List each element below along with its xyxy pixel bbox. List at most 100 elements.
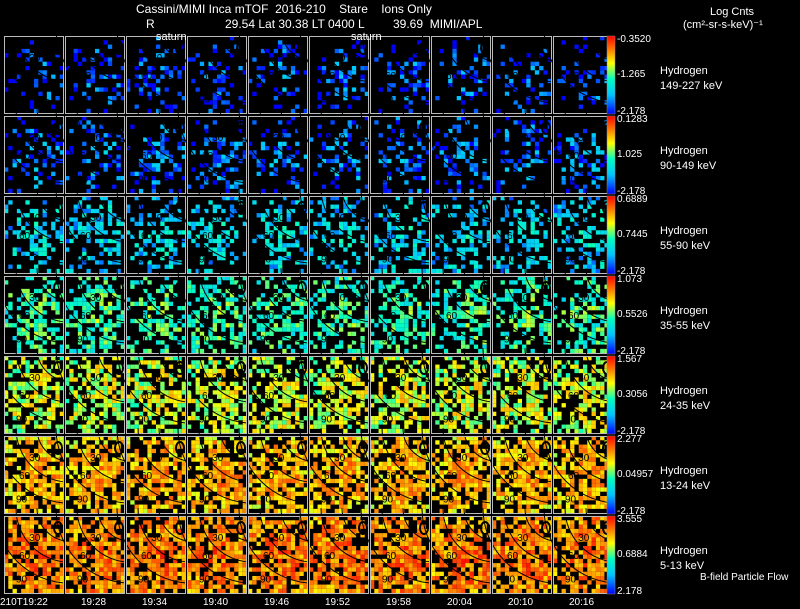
heatmap-cell (565, 70, 571, 75)
heatmap-cell (278, 238, 283, 244)
heatmap-cell (212, 288, 217, 294)
heatmap-cell (229, 196, 235, 201)
heatmap-cell (59, 83, 64, 88)
heatmap-cell (187, 57, 192, 62)
heatmap-cell (103, 407, 108, 412)
heatmap-cell (269, 390, 274, 395)
heatmap-cell (374, 344, 379, 349)
heatmap-cell (273, 323, 278, 328)
heatmap-cell (290, 288, 296, 294)
heatmap-cell (486, 200, 491, 205)
heatmap-cell (600, 260, 605, 265)
heatmap-cell (107, 74, 113, 79)
heatmap-cell (425, 238, 430, 244)
heatmap-cell (234, 381, 239, 386)
heatmap-cell (90, 301, 95, 306)
heatmap-cell (295, 141, 300, 146)
heatmap-cell (517, 340, 522, 345)
heatmap-cell (334, 276, 339, 281)
saturn-marker (175, 281, 185, 295)
heatmap-cell (55, 424, 60, 429)
heatmap-cell (160, 323, 165, 328)
heatmap-cell (134, 390, 139, 395)
heatmap-cell (46, 268, 52, 274)
heatmap-cell (99, 356, 104, 361)
heatmap-cell (181, 428, 186, 434)
heatmap-cell (116, 403, 121, 408)
heatmap-cell (443, 288, 449, 294)
heatmap-cell (212, 208, 217, 214)
heatmap-cell (574, 150, 579, 155)
heatmap-cell (217, 96, 222, 101)
saturn-marker (114, 41, 124, 55)
heatmap-cell (229, 394, 235, 399)
heatmap-cell (73, 204, 78, 209)
heatmap-cell (465, 297, 470, 302)
heatmap-cell (217, 377, 222, 382)
heatmap-cell (412, 398, 418, 404)
heatmap-cell (168, 171, 174, 176)
heatmap-cell (522, 331, 527, 336)
contour-line (503, 348, 559, 403)
heatmap-cell (168, 420, 174, 425)
heatmap-cell (195, 208, 200, 214)
heatmap-cell (126, 208, 131, 214)
heatmap-cell (82, 208, 87, 214)
heatmap-cell (38, 448, 43, 454)
heatmap-cell (107, 251, 113, 256)
heatmap-cell (309, 234, 314, 239)
heatmap-cell (143, 301, 148, 306)
heatmap-cell (112, 276, 117, 281)
heatmap-cell (86, 318, 91, 324)
heatmap-cell (299, 188, 304, 194)
contour-label: 60 (324, 231, 336, 242)
heatmap-cell (130, 280, 135, 285)
heatmap-cell (561, 74, 566, 79)
heatmap-cell (256, 394, 261, 399)
heatmap-cell (473, 146, 479, 151)
heatmap-cell (82, 310, 87, 315)
heatmap-cell (204, 310, 209, 315)
heatmap-cell (120, 66, 125, 71)
contour-label: 90 (382, 174, 394, 185)
contour-label: 60 (19, 231, 31, 242)
heatmap-cell (46, 96, 52, 101)
heatmap-cell (12, 247, 17, 252)
heatmap-cell (195, 390, 200, 395)
heatmap-cell (530, 398, 535, 404)
contour-line (360, 188, 437, 264)
heatmap-cell (482, 348, 487, 354)
heatmap-cell (59, 150, 64, 155)
heatmap-cell (229, 154, 235, 159)
heatmap-cell (547, 331, 552, 336)
heatmap-cell (473, 416, 479, 421)
heatmap-cell (583, 301, 588, 306)
heatmap-cell (504, 416, 510, 421)
heatmap-cell (55, 268, 60, 274)
heatmap-cell (177, 188, 182, 194)
heatmap-cell (168, 288, 174, 294)
heatmap-cell (168, 373, 174, 378)
heatmap-cell (25, 234, 30, 239)
heatmap-cell (25, 221, 30, 226)
heatmap-cell (278, 297, 283, 302)
heatmap-cell (181, 66, 186, 71)
heatmap-cell (473, 293, 479, 298)
heatmap-cell (387, 70, 392, 75)
heatmap-cell (343, 128, 348, 134)
heatmap-cell (553, 394, 558, 399)
heatmap-cell (126, 336, 131, 341)
heatmap-cell (530, 318, 535, 324)
heatmap-cell (151, 176, 156, 181)
heatmap-cell (565, 323, 571, 328)
heatmap-cell (208, 100, 213, 105)
heatmap-cell (417, 306, 422, 311)
heatmap-cell (504, 137, 510, 142)
heatmap-cell (217, 91, 222, 96)
heatmap-cell (86, 331, 91, 336)
heatmap-cell (103, 411, 108, 416)
heatmap-cell (221, 424, 226, 429)
heatmap-cell (29, 53, 34, 58)
